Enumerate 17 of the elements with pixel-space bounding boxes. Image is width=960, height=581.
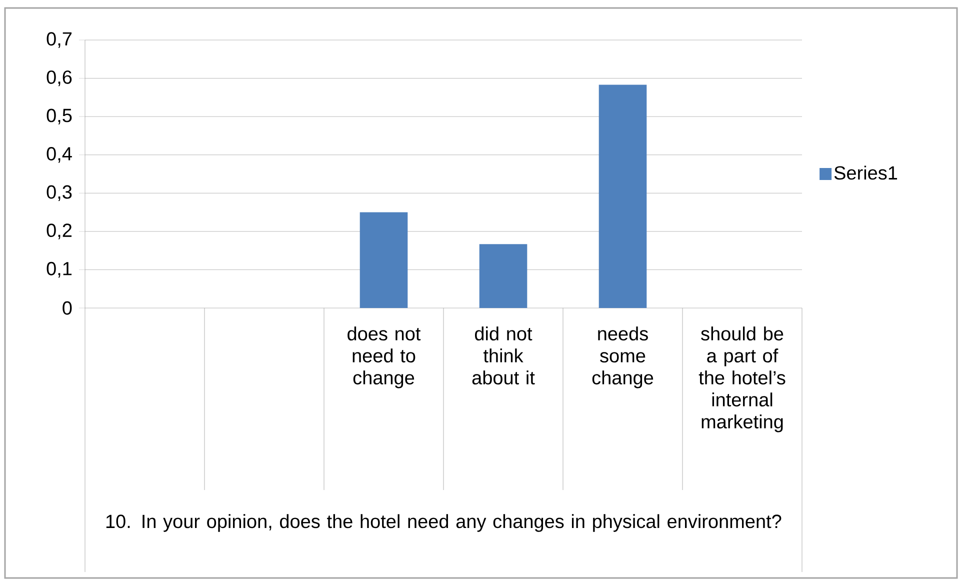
bar (360, 212, 408, 308)
x-axis-title: 10. In your opinion, does the hotel need any changes in physical environment? (106, 514, 782, 532)
bar (598, 84, 647, 308)
y-tick-label: 0 (62, 301, 72, 315)
y-tick-label: 0,4 (46, 147, 72, 163)
bar (479, 244, 528, 308)
y-tick-label: 0,1 (46, 262, 72, 278)
y-tick-label: 0,5 (46, 108, 72, 124)
x-tick-label: does not need to change (348, 326, 421, 388)
y-tick-label: 0,3 (46, 185, 72, 201)
y-tick-label: 0,7 (46, 32, 72, 48)
x-tick-label: needs some change (592, 326, 654, 388)
y-tick-label: 0,6 (46, 70, 72, 86)
x-tick-label: should be a part of the hotel’s internal marketing (698, 326, 786, 432)
legend-label: Series1 (834, 166, 898, 180)
y-tick-label: 0,2 (46, 224, 72, 240)
x-tick-label: did not think about it (472, 326, 535, 384)
